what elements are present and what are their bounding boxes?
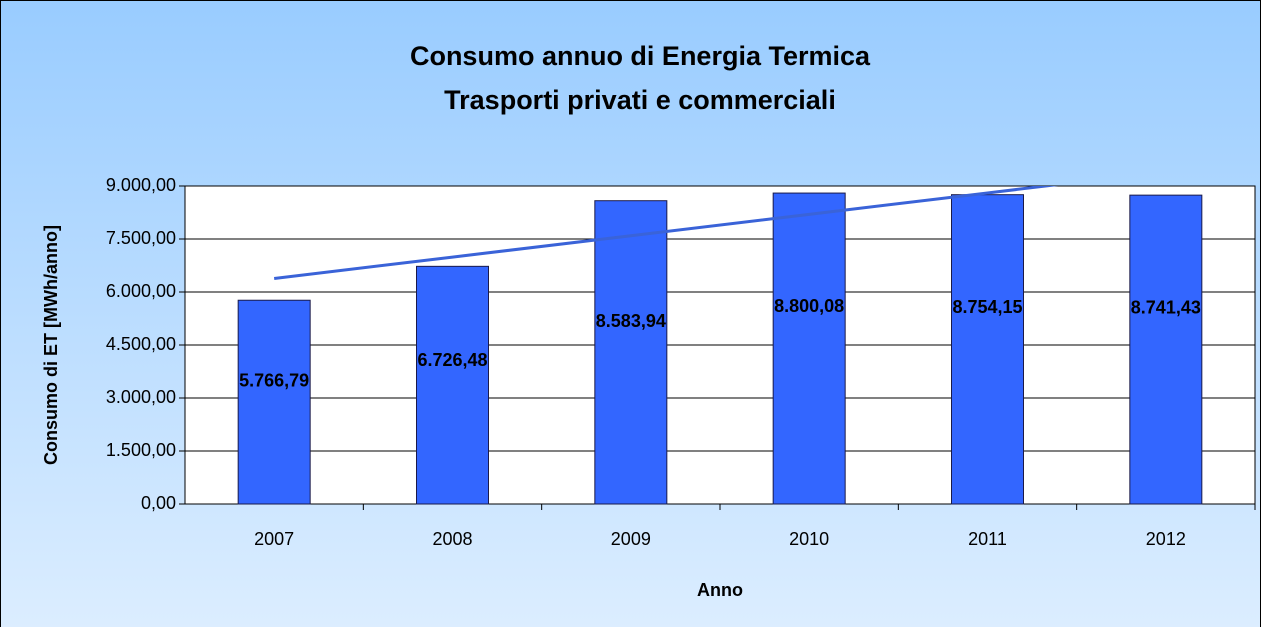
y-tick-label: 4.500,00 — [106, 334, 176, 354]
y-tick-label: 0,00 — [141, 493, 176, 513]
value-label: 5.766,79 — [239, 370, 309, 390]
y-axis-title: Consumo di ET [MWh/anno] — [41, 225, 61, 465]
bar — [416, 265, 489, 505]
y-tick-label: 3.000,00 — [106, 387, 176, 407]
chart-title: Consumo annuo di Energia Termica — [410, 41, 871, 71]
y-tick-label: 9.000,00 — [106, 175, 176, 195]
bar — [237, 299, 311, 505]
x-tick-label: 2007 — [254, 529, 294, 549]
x-tick-label: 2012 — [1146, 529, 1186, 549]
y-tick-label: 7.500,00 — [106, 228, 176, 248]
value-label: 6.726,48 — [417, 350, 487, 370]
y-tick-label: 6.000,00 — [106, 281, 176, 301]
trend-group — [273, 186, 1059, 280]
bar — [951, 194, 1024, 505]
value-label: 8.741,43 — [1131, 297, 1201, 317]
bar — [594, 200, 668, 505]
x-tick-label: 2008 — [432, 529, 472, 549]
y-tick-label: 1.500,00 — [106, 440, 176, 460]
chart-subtitle: Trasporti privati e commerciali — [444, 85, 836, 115]
value-label: 8.754,15 — [952, 297, 1022, 317]
x-tick-label: 2010 — [789, 529, 829, 549]
value-label: 8.583,94 — [596, 311, 666, 331]
trend-line — [273, 186, 1059, 280]
bar — [772, 192, 846, 505]
value-label: 8.800,08 — [774, 296, 844, 316]
bar — [1129, 194, 1203, 505]
x-tick-label: 2009 — [611, 529, 651, 549]
x-axis-title: Anno — [697, 580, 743, 600]
x-tick-label: 2011 — [968, 529, 1007, 549]
